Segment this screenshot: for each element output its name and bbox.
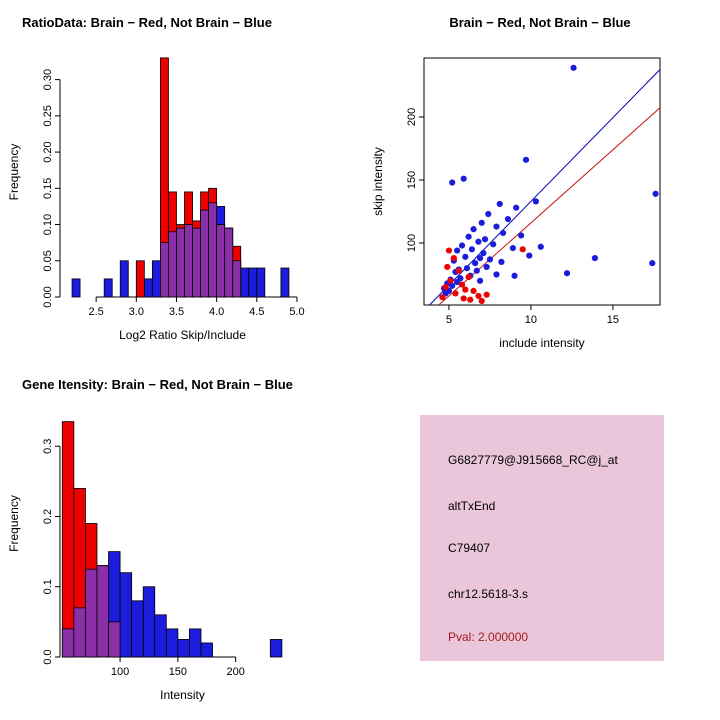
svg-text:0.30: 0.30: [42, 69, 54, 90]
scatter-title: Brain − Red, Not Brain − Blue: [449, 15, 631, 30]
svg-text:0.2: 0.2: [42, 509, 54, 524]
intensity-scatter-chart: 5 10 15 100 150 200 include intensity skip inte…: [371, 57, 661, 350]
location-text: chr12.5618-3.s: [448, 587, 529, 601]
svg-text:10: 10: [525, 314, 537, 326]
svg-text:150: 150: [169, 666, 187, 678]
svg-text:100: 100: [111, 666, 129, 678]
svg-text:Frequency: Frequency: [7, 144, 21, 201]
svg-text:0.0: 0.0: [42, 649, 54, 664]
svg-text:200: 200: [406, 108, 418, 126]
svg-text:0.15: 0.15: [42, 178, 54, 199]
svg-text:15: 15: [607, 314, 619, 326]
svg-text:Log2 Ratio Skip/Include: Log2 Ratio Skip/Include: [119, 328, 246, 342]
svg-text:Intensity: Intensity: [160, 688, 205, 702]
probe-id-text: G6827779@J915668_RC@j_at: [448, 453, 618, 467]
svg-text:0.1: 0.1: [42, 579, 54, 594]
svg-text:include intensity: include intensity: [499, 336, 584, 350]
pval-text: Pval: 2.000000: [448, 630, 529, 644]
gene-intensity-histogram-chart: 100 150 200 0.0 0.1 0.2 0.3 Intensity Frequency: [7, 421, 283, 702]
svg-text:4.5: 4.5: [249, 306, 264, 318]
svg-text:100: 100: [406, 234, 418, 252]
ratio-histogram-chart: 2.5 3.0 3.5 4.0 4.5 5.0 0.00 0.05 0.10 0.15 0.20 0.…: [7, 57, 305, 342]
event-type-text: altTxEnd: [448, 499, 496, 513]
svg-text:5.0: 5.0: [289, 306, 304, 318]
svg-text:0.10: 0.10: [42, 214, 54, 235]
svg-text:4.0: 4.0: [209, 306, 224, 318]
svg-text:0.3: 0.3: [42, 439, 54, 454]
svg-text:150: 150: [406, 171, 418, 189]
svg-text:3.0: 3.0: [129, 306, 144, 318]
svg-text:2.5: 2.5: [88, 306, 103, 318]
svg-text:200: 200: [226, 666, 244, 678]
svg-text:Frequency: Frequency: [7, 495, 21, 552]
gene-hist-title: Gene Itensity: Brain − Red, Not Brain − …: [22, 377, 293, 392]
clone-id-text: C79407: [448, 541, 491, 555]
svg-text:0.05: 0.05: [42, 250, 54, 271]
svg-text:0.25: 0.25: [42, 105, 54, 126]
info-box: G6827779@J915668_RC@j_at altTxEnd C79407…: [420, 415, 664, 661]
svg-text:0.00: 0.00: [42, 286, 54, 307]
svg-text:3.5: 3.5: [169, 306, 184, 318]
ratio-hist-title: RatioData: Brain − Red, Not Brain − Blue: [22, 15, 272, 30]
svg-text:5: 5: [446, 314, 452, 326]
svg-text:skip intensity: skip intensity: [371, 147, 385, 216]
svg-text:0.20: 0.20: [42, 141, 54, 162]
